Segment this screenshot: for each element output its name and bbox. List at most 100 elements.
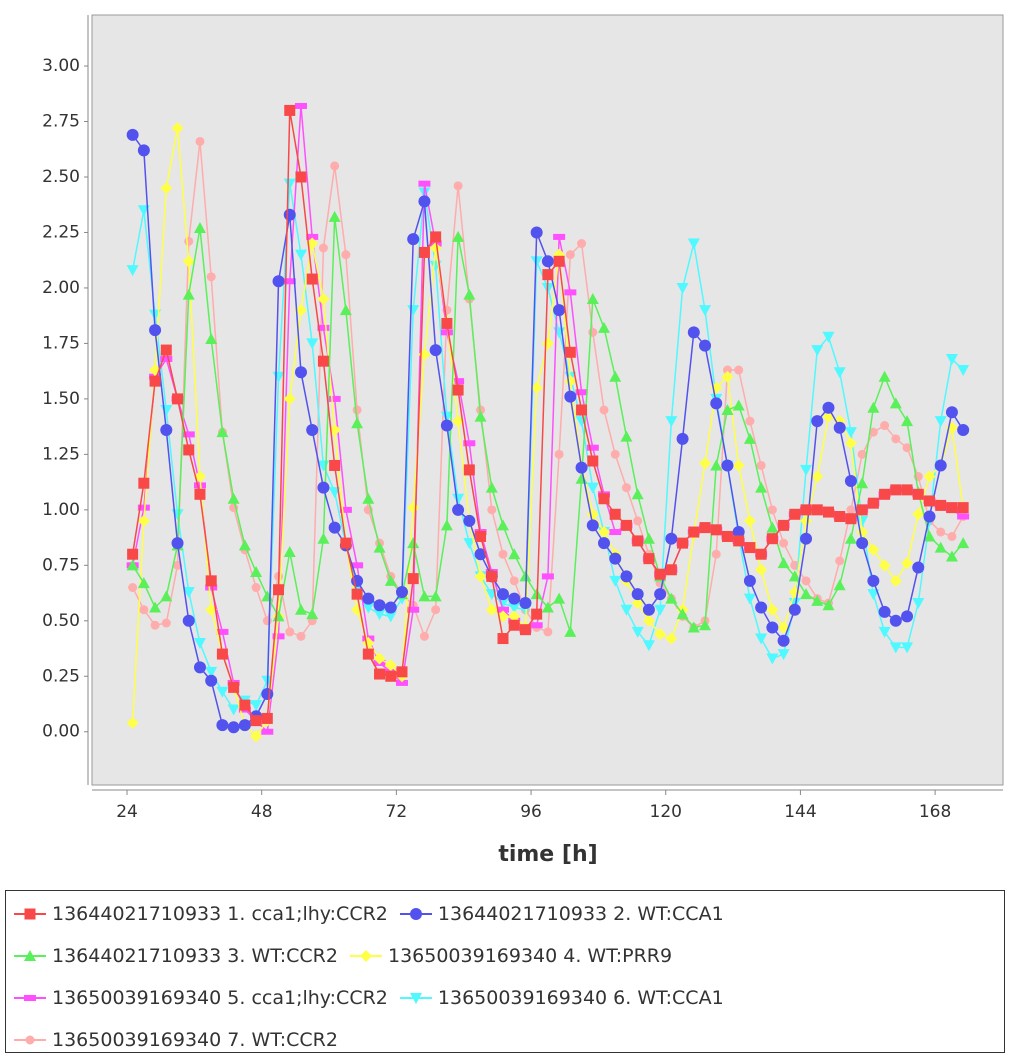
marker: [890, 484, 902, 496]
legend-swatch: [349, 950, 382, 962]
marker: [250, 715, 262, 727]
marker: [856, 537, 869, 550]
marker: [878, 626, 891, 638]
marker: [273, 584, 285, 596]
marker: [889, 614, 902, 627]
marker: [295, 171, 307, 183]
marker: [778, 519, 790, 531]
marker: [496, 588, 509, 601]
marker: [160, 423, 173, 436]
marker: [496, 519, 509, 531]
marker: [509, 576, 519, 586]
legend: 13644021710933 1. cca1;lhy:CCR2 136440217…: [5, 890, 1005, 1053]
marker: [766, 653, 779, 665]
y-tick-label: 1.00: [42, 500, 80, 520]
marker: [586, 444, 599, 451]
marker: [452, 384, 464, 396]
marker: [440, 411, 453, 423]
marker: [598, 526, 611, 539]
marker: [238, 719, 251, 732]
marker: [945, 353, 958, 365]
marker: [835, 556, 845, 566]
marker: [137, 577, 150, 589]
marker: [216, 719, 229, 732]
marker: [631, 588, 644, 601]
legend-swatch: [14, 950, 46, 961]
marker: [878, 605, 891, 618]
marker: [351, 417, 364, 429]
marker: [329, 459, 341, 471]
marker: [228, 681, 240, 693]
marker: [182, 288, 195, 300]
marker: [440, 329, 453, 336]
legend-label: 13650039169340 7. WT:CCR2: [52, 1029, 338, 1051]
marker: [676, 608, 689, 620]
marker: [317, 532, 330, 544]
legend-label: 13644021710933 1. cca1;lhy:CCR2: [52, 903, 388, 925]
marker: [564, 390, 577, 403]
marker: [137, 504, 150, 511]
marker: [867, 574, 880, 587]
marker: [183, 444, 195, 456]
y-tick-label: 0.25: [42, 666, 80, 686]
marker: [633, 516, 643, 526]
marker: [25, 1035, 35, 1045]
marker: [306, 423, 319, 436]
marker: [530, 256, 543, 268]
marker: [530, 622, 543, 629]
marker: [642, 614, 655, 627]
marker: [654, 628, 667, 641]
marker: [239, 699, 251, 711]
marker: [947, 531, 957, 541]
marker: [508, 592, 521, 605]
marker: [496, 606, 509, 613]
marker: [620, 430, 633, 442]
marker: [846, 505, 856, 515]
marker: [721, 530, 733, 542]
marker: [564, 625, 577, 637]
marker: [463, 440, 476, 447]
marker: [407, 305, 420, 317]
marker: [654, 588, 667, 601]
marker: [182, 614, 195, 627]
marker: [441, 317, 453, 329]
marker: [901, 415, 914, 427]
marker: [418, 246, 430, 258]
marker: [409, 993, 422, 1004]
marker: [642, 603, 655, 616]
marker: [362, 648, 374, 660]
y-tick-label: 0.50: [42, 611, 80, 631]
marker: [609, 552, 622, 565]
marker: [359, 950, 372, 962]
marker: [373, 652, 386, 665]
y-tick-label: 2.00: [42, 278, 80, 298]
marker: [519, 597, 532, 610]
marker: [632, 535, 644, 547]
marker: [945, 550, 958, 562]
legend-item: 13650039169340 6. WT:CCA1: [399, 977, 724, 1019]
marker: [272, 633, 285, 640]
legend-swatch: [14, 908, 46, 920]
marker: [160, 182, 173, 195]
marker: [542, 269, 554, 281]
marker: [631, 626, 644, 638]
marker: [665, 416, 678, 428]
marker: [945, 406, 958, 419]
marker: [160, 344, 172, 356]
legend-swatch: [14, 995, 46, 1001]
marker: [261, 712, 273, 724]
marker: [856, 477, 869, 489]
marker: [811, 415, 824, 428]
marker: [856, 504, 868, 516]
marker: [384, 659, 397, 672]
marker: [699, 522, 711, 534]
marker: [149, 601, 162, 613]
marker: [957, 502, 969, 514]
marker: [779, 538, 789, 548]
series: [126, 210, 970, 637]
marker: [588, 327, 598, 337]
marker: [238, 539, 251, 551]
marker: [128, 583, 138, 593]
marker: [553, 255, 565, 267]
